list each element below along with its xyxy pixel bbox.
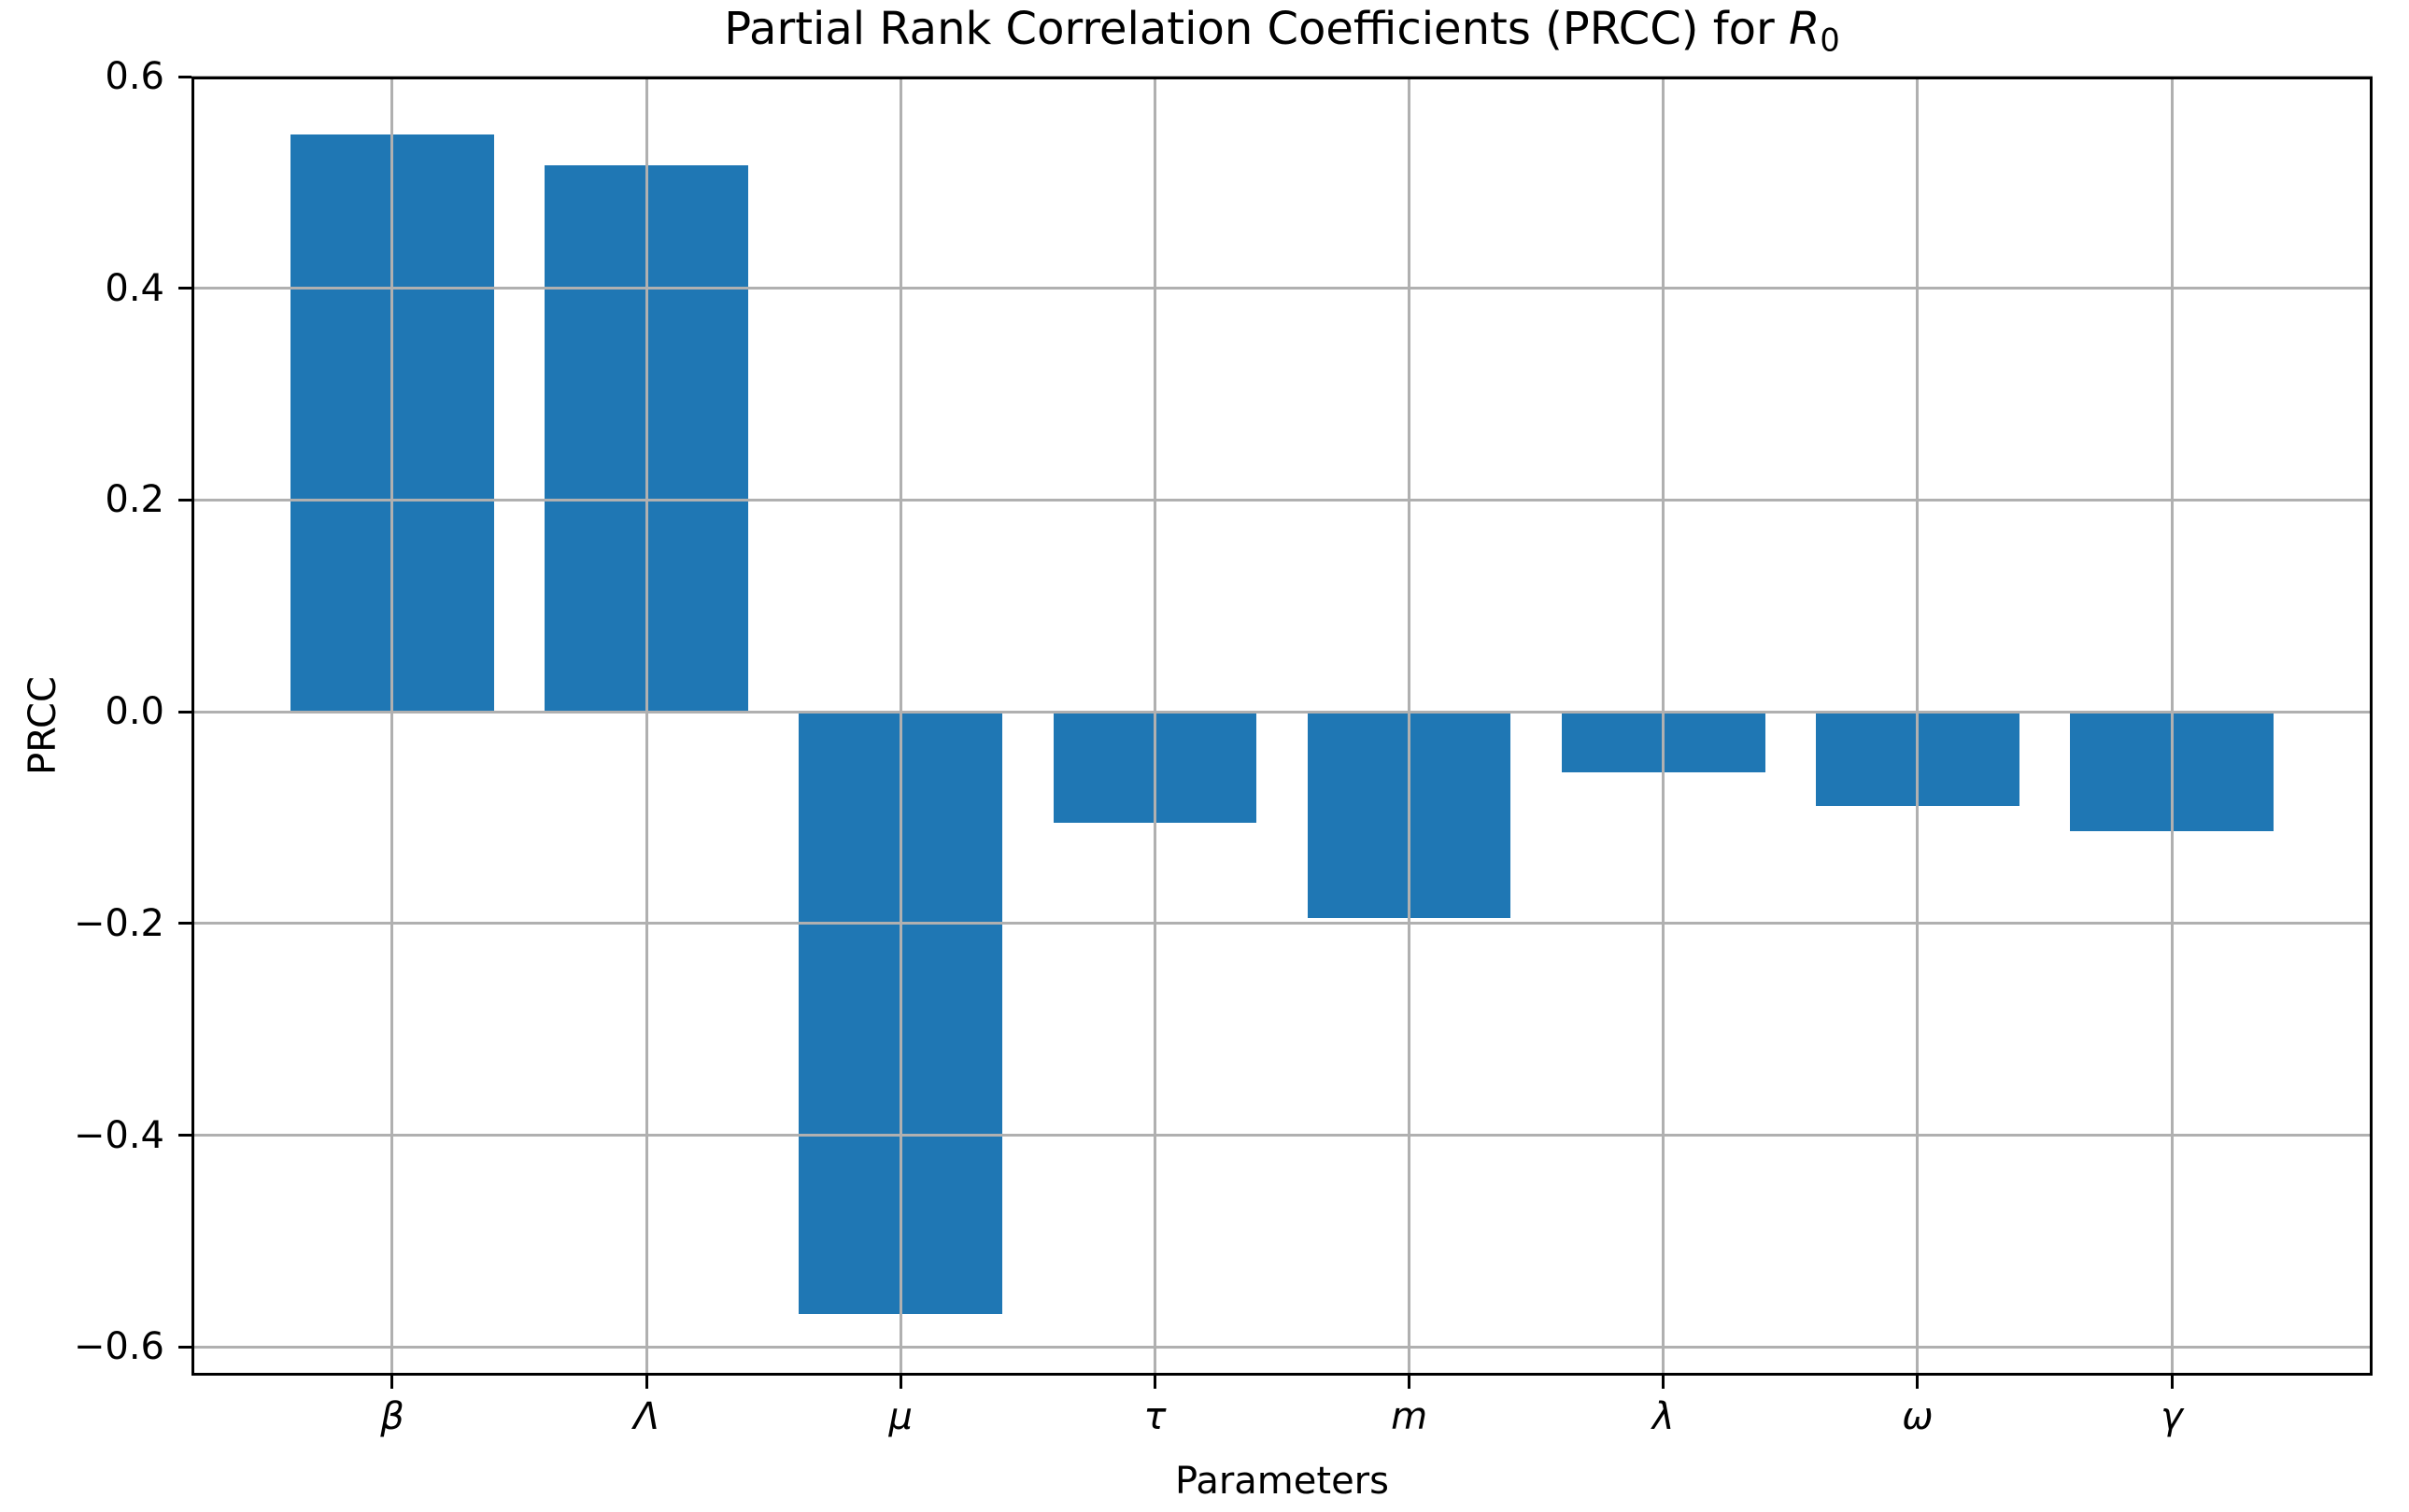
x-tick-mark: [1153, 1376, 1156, 1389]
horizontal-gridline: [191, 287, 2373, 290]
x-tick-label-2: μ: [888, 1395, 913, 1438]
x-tick-label-5: λ: [1651, 1395, 1675, 1438]
y-tick-label: 0.2: [105, 478, 164, 522]
x-tick-mark: [1662, 1376, 1665, 1389]
axes-spines: [191, 77, 2373, 1376]
x-tick-label-6: ω: [1902, 1395, 1934, 1438]
horizontal-gridline: [191, 498, 2373, 502]
vertical-gridline: [1408, 77, 1411, 1376]
horizontal-gridline: [191, 922, 2373, 926]
vertical-gridline: [645, 77, 648, 1376]
vertical-gridline: [899, 77, 902, 1376]
x-tick-label-3: τ: [1143, 1395, 1167, 1438]
chart-title-text: Partial Rank Correlation Coefficients (P…: [724, 3, 1789, 55]
y-tick-label: −0.6: [73, 1325, 164, 1369]
x-tick-mark: [1916, 1376, 1920, 1389]
y-tick-label: −0.2: [73, 901, 164, 945]
x-tick-mark: [1408, 1376, 1411, 1389]
x-tick-label-4: m: [1391, 1395, 1428, 1438]
y-tick-label: 0.0: [105, 690, 164, 734]
y-tick-mark: [178, 287, 191, 290]
vertical-gridline: [1153, 77, 1156, 1376]
chart-title: Partial Rank Correlation Coefficients (P…: [191, 2, 2373, 67]
y-tick-mark: [178, 1134, 191, 1138]
y-tick-label: −0.4: [73, 1113, 164, 1157]
y-tick-mark: [178, 1345, 191, 1349]
vertical-gridline: [2170, 77, 2174, 1376]
x-tick-label-0: β: [380, 1395, 404, 1438]
y-tick-mark: [178, 922, 191, 926]
vertical-gridline: [1916, 77, 1920, 1376]
x-axis-label: Parameters: [1175, 1460, 1389, 1503]
x-tick-mark: [645, 1376, 648, 1389]
vertical-gridline: [1662, 77, 1665, 1376]
x-tick-mark: [2170, 1376, 2174, 1389]
x-tick-mark: [899, 1376, 902, 1389]
chart-title-math-variable: R: [1788, 3, 1821, 55]
y-tick-mark: [178, 498, 191, 502]
vertical-gridline: [390, 77, 394, 1376]
x-tick-mark: [390, 1376, 394, 1389]
chart-title-math-subscript: 0: [1820, 21, 1840, 59]
horizontal-gridline: [191, 1345, 2373, 1349]
x-tick-label-1: Λ: [633, 1395, 659, 1438]
y-tick-mark: [178, 75, 191, 78]
y-tick-label: 0.4: [105, 266, 164, 310]
horizontal-gridline: [191, 1134, 2373, 1138]
x-tick-label-7: γ: [2161, 1395, 2183, 1438]
plot-area: [191, 75, 2373, 1376]
horizontal-gridline: [191, 710, 2373, 714]
y-tick-mark: [178, 710, 191, 714]
y-tick-label: 0.6: [105, 55, 164, 98]
